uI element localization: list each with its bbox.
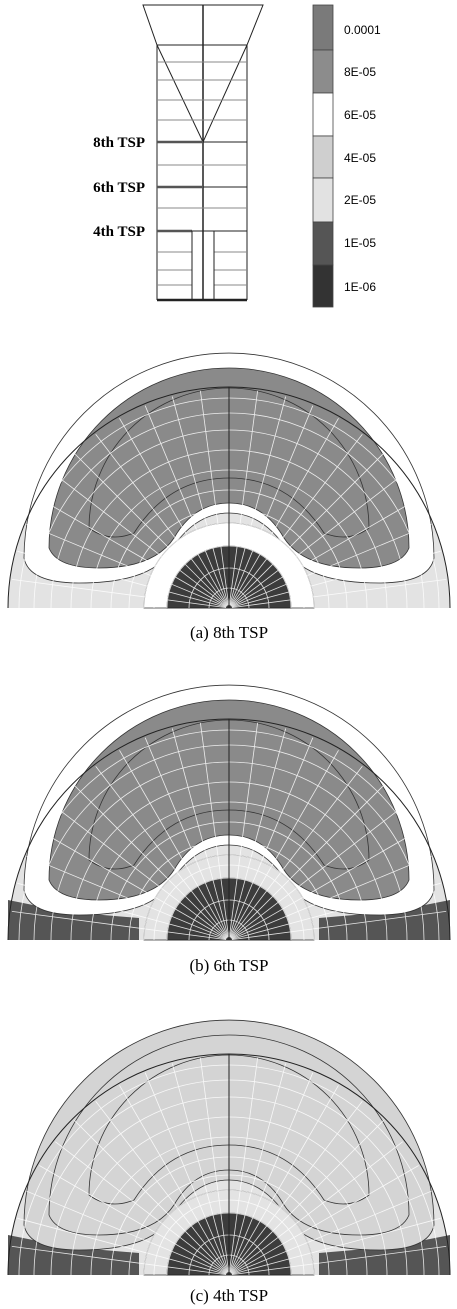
- legend-swatch: [313, 50, 333, 93]
- legend-label: 2E-05: [344, 193, 376, 207]
- legend-label: 8E-05: [344, 65, 376, 79]
- schematic: [143, 5, 263, 300]
- tsp-label: 8th TSP: [93, 135, 145, 151]
- legend-swatch: [313, 5, 333, 50]
- legend-label: 4E-05: [344, 151, 376, 165]
- contour-panel: [8, 685, 450, 940]
- legend: [313, 5, 333, 307]
- legend-swatch: [313, 93, 333, 136]
- contour-panel: [8, 1020, 450, 1275]
- schematic-levels: [157, 62, 247, 285]
- contour-panel: [8, 353, 450, 608]
- legend-label: 6E-05: [344, 108, 376, 122]
- legend-swatch: [313, 178, 333, 222]
- tsp-label: 6th TSP: [93, 180, 145, 196]
- panel-caption: (a) 8th TSP: [190, 623, 268, 642]
- panel-caption: (c) 4th TSP: [190, 1286, 268, 1305]
- panel-caption: (b) 6th TSP: [189, 956, 268, 975]
- schematic-cone: [203, 45, 247, 142]
- legend-swatch: [313, 222, 333, 265]
- figure: 8th TSP 6th TSP 4th TSP 0.0001 8E-05 6E-…: [0, 0, 457, 1309]
- legend-label: 0.0001: [344, 23, 381, 37]
- schematic-cone: [157, 45, 203, 142]
- legend-label: 1E-06: [344, 280, 376, 294]
- tsp-label: 4th TSP: [93, 224, 145, 240]
- legend-swatch: [313, 265, 333, 307]
- legend-swatch: [313, 136, 333, 178]
- legend-label: 1E-05: [344, 236, 376, 250]
